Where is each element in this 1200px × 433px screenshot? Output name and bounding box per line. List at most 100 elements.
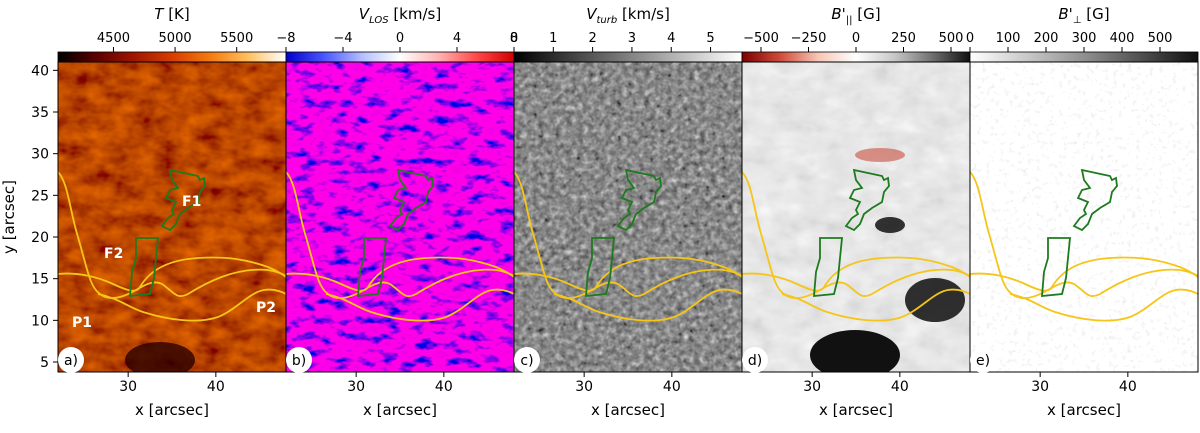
colorbar-title-a: T [K] (154, 5, 189, 23)
penumbra-contour (97, 288, 287, 322)
x-tick-label: 30 (347, 379, 365, 395)
panel-label-bg (970, 347, 996, 373)
x-tick-label: 30 (803, 379, 821, 395)
panel-label-d: d) (748, 353, 762, 369)
x-axis-label: x [arcsec] (819, 401, 893, 419)
colorbar-tick-label: 8 (510, 31, 518, 46)
colorbar-d (741, 51, 971, 63)
colorbar-tick-label: 4500 (97, 31, 130, 46)
y-tick-label: 5 (40, 355, 49, 371)
x-tick-label: 30 (575, 379, 593, 395)
penumbra-contour (57, 171, 287, 299)
colorbar-tick-label: 400 (1110, 31, 1135, 46)
x-axis-label: x [arcsec] (135, 401, 209, 419)
penumbra-contour (513, 256, 743, 292)
colorbar-title-b: VLOS [km/s] (359, 5, 441, 26)
panel-label-b: b) (292, 353, 306, 369)
colorbar-tick-label: 3 (628, 31, 636, 46)
colorbar-tick-label: 0 (966, 31, 974, 46)
colorbar-tick-label: 200 (1034, 31, 1059, 46)
filament-contour (160, 168, 206, 232)
x-axis-label: x [arcsec] (591, 401, 665, 419)
colorbar-tick-label: 0 (396, 31, 404, 46)
panel-label-bg (742, 347, 768, 373)
filament-contour (844, 168, 890, 232)
colorbar-e (969, 51, 1199, 63)
filament-contour (388, 168, 434, 232)
penumbra-contour (553, 288, 743, 322)
filament-contour (616, 168, 662, 232)
y-tick-label: 20 (31, 230, 49, 246)
y-tick-label: 25 (31, 188, 49, 204)
colorbar-b (285, 51, 515, 63)
penumbra-contour (969, 171, 1199, 299)
y-tick-label: 15 (31, 272, 49, 288)
colorbar-tick-label: 300 (1072, 31, 1097, 46)
penumbra-contour (325, 288, 515, 322)
label-f1: F1 (182, 194, 201, 210)
colorbar-tick-label: 4 (667, 31, 675, 46)
x-tick-label: 30 (119, 379, 137, 395)
colorbar-tick-label: 5 (706, 31, 714, 46)
label-p2: P2 (256, 300, 276, 316)
label-p1: P1 (72, 315, 92, 331)
penumbra-contour (57, 256, 287, 292)
y-tick-label: 40 (31, 63, 49, 79)
x-tick-label: 40 (1119, 379, 1137, 395)
panel-label-a: a) (64, 353, 78, 369)
penumbra-contour (969, 256, 1199, 292)
colorbar-c (513, 51, 743, 63)
colorbar-title-c: Vturb [km/s] (586, 5, 670, 26)
colorbar-tick-label: 0 (510, 31, 518, 46)
panel-label-bg (514, 347, 540, 373)
x-tick-label: 40 (891, 379, 909, 395)
panel-vlos (286, 62, 514, 372)
label-f2: F2 (104, 246, 123, 262)
penumbra-contour (1009, 288, 1199, 322)
colorbar-a (57, 51, 287, 63)
contour-overlays (57, 168, 1199, 322)
colorbar-tick-label: 2 (588, 31, 596, 46)
y-tick-label: 35 (31, 105, 49, 121)
contours-b (285, 168, 515, 322)
penumbra-contour (285, 171, 515, 299)
panel-temperature (58, 62, 286, 372)
colorbar-tick-label: −8 (276, 31, 295, 46)
penumbra-contour (781, 288, 971, 322)
panel-vturb (514, 62, 742, 372)
x-axis-label: x [arcsec] (1047, 401, 1121, 419)
filament-contour (129, 237, 159, 298)
colorbar-tick-label: 5500 (220, 31, 253, 46)
penumbra-contour (741, 171, 971, 299)
contours-a (57, 168, 287, 322)
x-tick-label: 40 (207, 379, 225, 395)
y-axis-ticks: 5 10 15 20 25 30 35 40 (31, 63, 58, 371)
penumbra-contour (513, 171, 743, 299)
panel-label-c: c) (520, 353, 533, 369)
colorbar-tick-label: −500 (743, 31, 779, 46)
colorbar-tick-label: 5000 (159, 31, 192, 46)
colorbar-tick-label: 0 (852, 31, 860, 46)
colorbar-tick-label: 500 (939, 31, 964, 46)
x-tick-label: 30 (1031, 379, 1049, 395)
filament-contour (585, 237, 615, 298)
colorbar-tick-label: 4 (453, 31, 461, 46)
y-axis-label: y [arcsec] (0, 180, 18, 254)
colorbar-title-d: B'|| [G] (831, 5, 880, 26)
penumbra-contour (285, 256, 515, 292)
colorbar-tick-label: 500 (1148, 31, 1173, 46)
colorbar-tick-label: −250 (791, 31, 827, 46)
x-axis-label: x [arcsec] (363, 401, 437, 419)
contours-e (969, 168, 1199, 322)
x-tick-label: 40 (663, 379, 681, 395)
contours-d (741, 168, 971, 322)
colorbar-tick-label: 250 (891, 31, 916, 46)
penumbra-contour (741, 256, 971, 292)
filament-contour (1041, 237, 1071, 298)
contours-c (513, 168, 743, 322)
panel-label-bg (286, 347, 312, 373)
x-tick-label: 40 (435, 379, 453, 395)
filament-contour (1072, 168, 1118, 232)
filament-contour (813, 237, 843, 298)
